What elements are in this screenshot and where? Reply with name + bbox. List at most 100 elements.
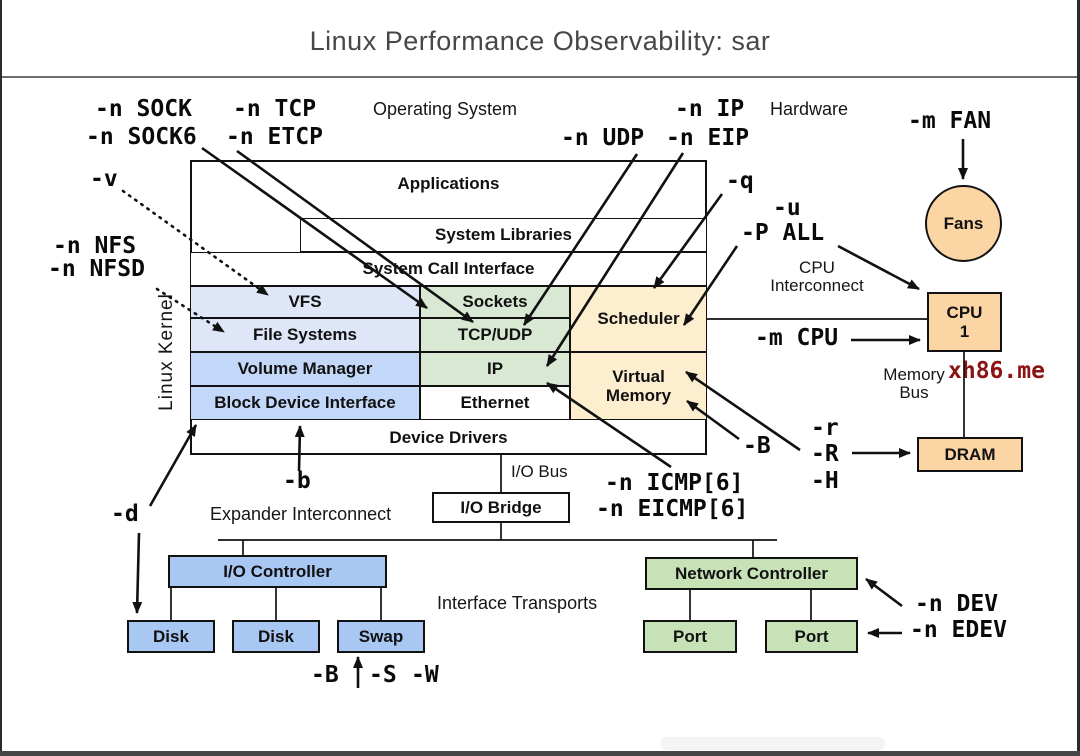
ethernet-box: Ethernet [420, 386, 570, 420]
system-call-interface-label: System Call Interface [362, 259, 535, 279]
sockets-label: Sockets [462, 292, 528, 312]
io-controller-box: I/O Controller [168, 555, 387, 588]
left-border [0, 0, 2, 756]
arrow-d-to-disk [132, 532, 143, 614]
opt-d: -d [111, 501, 139, 527]
opt-m-cpu: -m CPU [755, 325, 839, 351]
cpu-box: CPU 1 [927, 292, 1002, 352]
port2-label: Port [794, 626, 829, 646]
title-divider [0, 76, 1080, 78]
file-systems-box: File Systems [190, 318, 420, 352]
opt-n-tcp: -n TCP [233, 96, 317, 122]
operating-system-label: Operating System [372, 99, 518, 119]
vfs-box: VFS [190, 286, 420, 318]
device-drivers-label: Device Drivers [389, 427, 508, 447]
io-bus-label: I/O Bus [511, 462, 568, 481]
dram-label: DRAM [944, 444, 996, 464]
scheduler-label: Scheduler [597, 309, 680, 329]
watermark: xh86.me [948, 358, 1045, 384]
cpu-interconnect-label: CPU Interconnect [757, 258, 877, 296]
applications-label: Applications [397, 174, 500, 193]
dram-box: DRAM [917, 437, 1023, 472]
opt-H: -H [811, 468, 839, 494]
swap-box: Swap [337, 620, 425, 653]
opt-p-all: -P ALL [741, 220, 825, 246]
file-systems-label: File Systems [253, 325, 357, 345]
opt-u: -u [773, 195, 801, 221]
disk2-label: Disk [258, 626, 294, 646]
opt-v: -v [90, 166, 118, 192]
io-controller-label: I/O Controller [223, 561, 332, 581]
opt-R: -R [811, 441, 839, 467]
opt-W: -W [411, 662, 439, 688]
opt-n-nfs: -n NFS [53, 233, 137, 259]
home-indicator [660, 737, 885, 750]
fans-circle: Fans [925, 185, 1002, 262]
port2-box: Port [765, 620, 858, 653]
arrow-dev-to-network-controller [865, 577, 903, 608]
port1-box: Port [643, 620, 737, 653]
opt-n-dev: -n DEV [915, 591, 999, 617]
opt-n-icmp: -n ICMP[6] [605, 470, 744, 496]
volume-manager-label: Volume Manager [237, 359, 373, 379]
system-call-interface-box: System Call Interface [190, 252, 707, 286]
cpu-interconnect-line1: CPU [799, 258, 835, 277]
vfs-label: VFS [288, 292, 322, 312]
opt-B-vm: -B [743, 433, 771, 459]
linux-kernel-label: Linux Kernel [156, 293, 177, 411]
cpu-number-label: 1 [959, 322, 970, 341]
device-drivers-row: Device Drivers [190, 420, 707, 455]
tcp-udp-label: TCP/UDP [457, 325, 533, 345]
port1-label: Port [673, 626, 707, 646]
opt-n-eip: -n EIP [666, 125, 750, 151]
opt-b: -b [283, 468, 311, 494]
sockets-box: Sockets [420, 286, 570, 318]
network-controller-box: Network Controller [645, 557, 858, 590]
opt-r: -r [811, 415, 839, 441]
page-title: Linux Performance Observability: sar [309, 26, 771, 56]
block-device-interface-box: Block Device Interface [190, 386, 420, 420]
bottom-bar [0, 751, 1080, 756]
interface-transports-label: Interface Transports [437, 593, 598, 613]
opt-m-fan: -m FAN [908, 108, 992, 134]
cpu-interconnect-line2: Interconnect [770, 276, 864, 296]
expander-interconnect-label: Expander Interconnect [210, 504, 392, 524]
system-libraries-box: System Libraries [300, 218, 707, 252]
scheduler-box: Scheduler [570, 286, 707, 352]
virtual-memory-label2: Memory [605, 386, 672, 405]
io-bridge-label: I/O Bridge [460, 497, 542, 517]
virtual-memory-label: Virtual [612, 366, 665, 386]
volume-manager-box: Volume Manager [190, 352, 420, 386]
network-controller-label: Network Controller [674, 563, 829, 583]
cpu-label: CPU [946, 302, 983, 322]
opt-n-nfsd: -n NFSD [48, 256, 145, 282]
memory-bus-line1: Memory [883, 365, 945, 384]
opt-n-udp: -n UDP [561, 125, 645, 151]
ethernet-label: Ethernet [460, 393, 530, 413]
swap-label: Swap [358, 626, 404, 646]
system-libraries-label: System Libraries [434, 225, 572, 245]
memory-bus-label: Memory Bus [864, 365, 964, 403]
disk1-label: Disk [153, 626, 189, 646]
ip-box: IP [420, 352, 570, 386]
tcp-udp-box: TCP/UDP [420, 318, 570, 352]
ip-label: IP [486, 359, 504, 379]
block-device-interface-label: Block Device Interface [214, 393, 396, 413]
opt-n-sock6: -n SOCK6 [86, 124, 197, 150]
disk1-box: Disk [127, 620, 215, 653]
io-bridge-box: I/O Bridge [432, 492, 570, 523]
opt-n-sock: -n SOCK [95, 96, 192, 122]
hardware-label: Hardware [770, 99, 849, 119]
opt-B-swap: -B [311, 662, 339, 688]
memory-bus-line2: Bus [899, 383, 929, 403]
opt-n-eicmp: -n EICMP[6] [596, 496, 749, 522]
disk2-box: Disk [232, 620, 320, 653]
fans-label: Fans [943, 213, 984, 233]
opt-q: -q [726, 168, 754, 194]
virtual-memory-box: Virtual Memory [570, 352, 707, 420]
opt-n-edev: -n EDEV [910, 617, 1007, 643]
opt-S: -S [369, 662, 397, 688]
opt-n-ip: -n IP [675, 96, 745, 122]
right-border [1077, 0, 1080, 756]
